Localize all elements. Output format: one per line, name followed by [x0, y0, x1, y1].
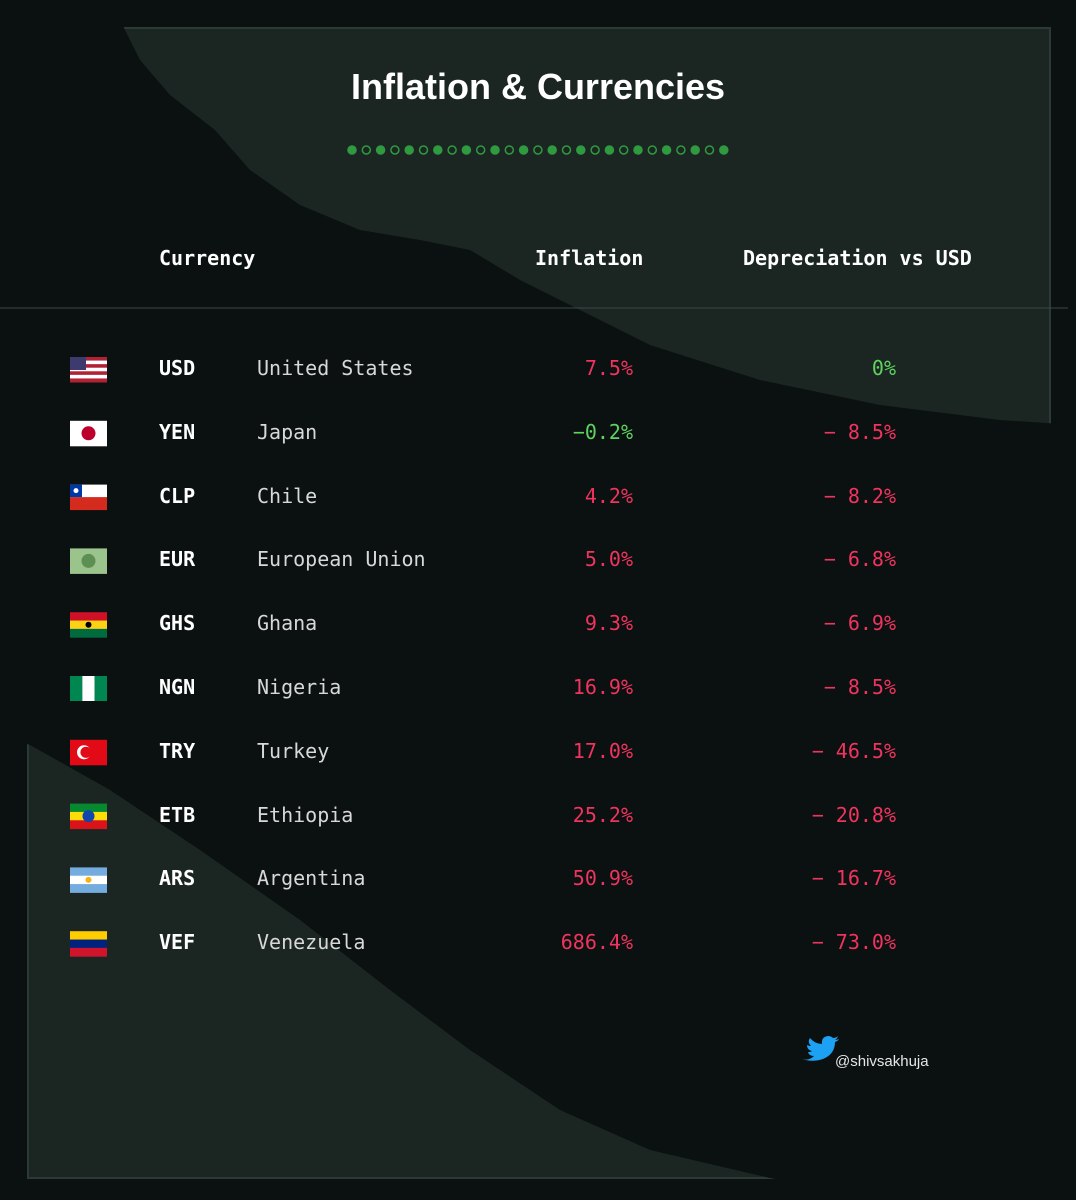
divider-dot — [504, 145, 515, 155]
divider-dot — [604, 145, 615, 155]
divider-dot — [647, 145, 658, 155]
title: Inflation & Currencies — [350, 66, 726, 107]
divider-dot — [590, 145, 600, 155]
divider-dot — [361, 145, 372, 155]
inflation: 9.3% — [584, 611, 633, 636]
depreciation: − 8.2% — [823, 483, 896, 508]
currency-code: ETB — [159, 802, 196, 827]
flag — [70, 676, 107, 701]
flags — [70, 357, 107, 957]
flag — [70, 931, 107, 957]
flag — [70, 612, 107, 638]
divider-dot — [561, 145, 572, 155]
divider-dot — [375, 145, 386, 155]
divider-dot — [490, 145, 500, 155]
depreciation: − 73.0% — [811, 930, 896, 955]
divider-dot — [418, 145, 429, 155]
country-name: United States — [257, 356, 414, 380]
inflation: 7.5% — [584, 356, 633, 380]
divider-dot — [447, 145, 457, 155]
country-name: Japan — [257, 419, 318, 444]
column-header: Depreciation vs USD — [743, 246, 972, 270]
inflation: 25.2% — [572, 802, 633, 827]
depreciation: − 20.8% — [811, 802, 896, 827]
currency-code: ARS — [159, 866, 196, 891]
depreciation: − 6.8% — [823, 547, 896, 572]
flag — [70, 357, 107, 383]
divider-dot — [633, 145, 643, 155]
divider-dot — [576, 145, 586, 155]
divider-dot — [547, 145, 557, 155]
flag — [70, 739, 107, 766]
depreciation: − 46.5% — [811, 738, 896, 763]
divider-dot — [676, 145, 686, 155]
column-header: Inflation — [535, 246, 644, 270]
inflation: 5.0% — [584, 547, 633, 572]
country-name: Chile — [257, 483, 318, 508]
divider-dot — [618, 145, 629, 155]
inflation: 16.9% — [572, 675, 633, 699]
inflation: 50.9% — [572, 866, 633, 891]
depreciation: − 8.5% — [823, 419, 896, 444]
inflation: 17.0% — [572, 738, 633, 763]
divider-dot — [347, 145, 357, 155]
divider-dot — [719, 145, 729, 155]
inflation: −0.2% — [572, 419, 633, 444]
country-name: Ghana — [257, 611, 318, 636]
currency-code: NGN — [159, 675, 196, 699]
inflation: 686.4% — [560, 930, 633, 955]
flag — [70, 420, 107, 447]
depreciation: − 8.5% — [823, 675, 896, 699]
divider-dot — [518, 145, 529, 155]
country-name: Argentina — [257, 866, 366, 891]
divider-dot — [533, 145, 543, 155]
divider-dot — [404, 145, 414, 155]
currency-code: GHS — [159, 611, 196, 636]
country-name: Ethiopia — [257, 802, 354, 827]
divider-dot — [390, 145, 400, 155]
inflation: 4.2% — [584, 483, 633, 508]
divider-dot — [475, 145, 486, 155]
country-name: European Union — [257, 547, 426, 572]
divider-dot — [690, 145, 700, 155]
currency-code: VEF — [159, 930, 196, 955]
currency-code: CLP — [159, 483, 196, 508]
currency-code: USD — [159, 356, 196, 380]
flag — [70, 867, 107, 893]
flag — [70, 803, 107, 830]
currency-code: YEN — [159, 419, 196, 444]
depreciation: 0% — [871, 356, 896, 380]
title-divider — [347, 145, 729, 155]
depreciation: − 16.7% — [811, 866, 896, 891]
country-name: Turkey — [257, 738, 330, 763]
twitter-handle: @shivsakhuja — [835, 1053, 929, 1070]
twitter-icon — [800, 1036, 839, 1061]
currency-code: EUR — [159, 547, 196, 572]
divider-dot — [433, 145, 443, 155]
country-name: Nigeria — [257, 675, 342, 699]
column-header: Currency — [159, 246, 256, 270]
flag — [70, 484, 107, 511]
divider-dot — [704, 145, 715, 155]
divider-dot — [461, 145, 472, 155]
country-name: Venezuela — [257, 930, 366, 955]
currency-code: TRY — [159, 738, 196, 763]
divider-dot — [661, 145, 672, 155]
flag — [70, 548, 107, 574]
depreciation: − 6.9% — [823, 611, 896, 636]
